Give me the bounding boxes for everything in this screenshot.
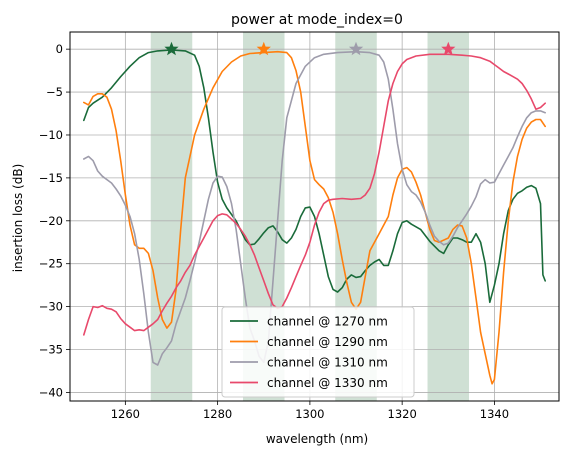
chart-title: power at mode_index=0 — [231, 12, 403, 28]
star-marker-2 — [256, 41, 271, 56]
y-tick-label: −25 — [39, 257, 63, 271]
x-axis-label: wavelength (nm) — [266, 432, 368, 446]
y-tick-label: −20 — [39, 214, 63, 228]
y-tick-label: −35 — [39, 343, 63, 357]
legend-box — [221, 306, 415, 398]
series-line-2 — [83, 50, 546, 385]
y-axis-label: insertion loss (dB) — [11, 164, 25, 273]
star-marker-3 — [348, 41, 364, 56]
x-tick-label: 1320 — [388, 407, 417, 421]
y-ticks: 0 −5 −10 −15 −20 −25 −30 −35 −40 — [39, 42, 70, 399]
marker-group — [164, 41, 456, 56]
x-tick-label: 1300 — [295, 407, 324, 421]
x-tick-label: 1260 — [111, 407, 140, 421]
x-tick-label: 1340 — [480, 407, 509, 421]
band-1330 — [427, 32, 470, 401]
y-tick-label: −5 — [46, 85, 63, 99]
legend: channel @ 1270 nm channel @ 1290 nm channe… — [221, 306, 415, 398]
legend-label-2: channel @ 1290 nm — [267, 335, 388, 349]
y-tick-label: −10 — [39, 128, 63, 142]
star-marker-1 — [164, 41, 179, 56]
plot-frame — [69, 31, 560, 402]
series-line-1 — [83, 49, 546, 304]
star-marker-4 — [441, 41, 456, 56]
y-tick-label: 0 — [56, 42, 63, 56]
band-1270 — [150, 32, 193, 401]
x-tick-label: 1280 — [203, 407, 232, 421]
y-tick-label: −30 — [39, 300, 63, 314]
x-ticks: 1260 1280 1300 1320 1340 — [111, 401, 509, 421]
legend-label-3: channel @ 1310 nm — [267, 356, 388, 370]
legend-label-4: channel @ 1330 nm — [267, 376, 388, 390]
series-line-3 — [83, 50, 546, 366]
y-tick-label: −40 — [39, 385, 63, 399]
legend-label-1: channel @ 1270 nm — [267, 315, 388, 329]
y-tick-label: −15 — [39, 171, 63, 185]
